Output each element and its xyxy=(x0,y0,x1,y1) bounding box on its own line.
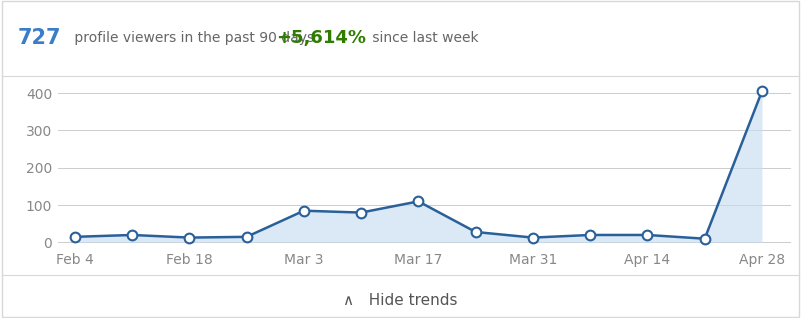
Text: 727: 727 xyxy=(18,28,61,48)
Text: profile viewers in the past 90 days: profile viewers in the past 90 days xyxy=(70,31,315,45)
Text: +5,614%: +5,614% xyxy=(276,29,366,47)
Text: ∧   Hide trends: ∧ Hide trends xyxy=(344,293,457,308)
Text: since last week: since last week xyxy=(368,31,479,45)
